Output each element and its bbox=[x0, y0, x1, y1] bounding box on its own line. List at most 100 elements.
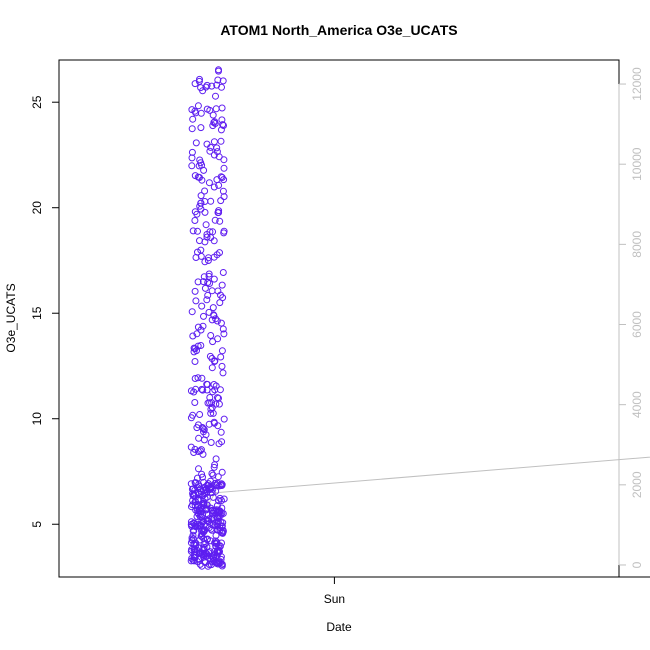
data-point bbox=[193, 330, 201, 338]
data-point bbox=[212, 542, 220, 550]
data-point bbox=[198, 470, 206, 478]
data-point bbox=[218, 468, 226, 476]
data-point bbox=[209, 493, 217, 501]
data-point bbox=[191, 358, 199, 365]
data-point bbox=[199, 322, 207, 330]
data-point bbox=[191, 375, 199, 382]
left-y-tick-label: 5 bbox=[30, 521, 44, 528]
data-point bbox=[212, 559, 220, 567]
data-point bbox=[210, 381, 218, 388]
data-point bbox=[210, 311, 218, 319]
y-axis-label: O3e_UCATS bbox=[4, 283, 18, 352]
data-point bbox=[201, 208, 209, 216]
data-point bbox=[220, 330, 228, 338]
data-point bbox=[218, 347, 226, 355]
data-point bbox=[217, 353, 225, 361]
data-point bbox=[203, 140, 211, 148]
data-point bbox=[216, 299, 224, 307]
left-y-tick-label: 10 bbox=[30, 412, 44, 426]
data-point bbox=[194, 488, 202, 496]
altitude-line bbox=[205, 456, 650, 510]
data-point bbox=[209, 509, 217, 517]
data-point bbox=[189, 527, 197, 535]
data-point bbox=[219, 369, 227, 377]
data-point bbox=[196, 536, 204, 544]
data-point bbox=[190, 540, 198, 548]
data-point bbox=[207, 405, 215, 413]
data-point bbox=[194, 496, 202, 504]
data-point bbox=[218, 104, 226, 112]
data-point bbox=[192, 498, 200, 506]
right-y-tick-label: 6000 bbox=[630, 311, 644, 338]
data-point bbox=[204, 291, 212, 299]
data-point bbox=[203, 233, 211, 241]
data-point bbox=[206, 280, 213, 287]
data-point bbox=[206, 352, 214, 360]
data-point bbox=[203, 296, 211, 304]
data-point bbox=[214, 508, 222, 516]
data-point bbox=[196, 447, 204, 455]
data-point bbox=[217, 197, 225, 205]
data-point bbox=[210, 183, 218, 191]
data-point bbox=[198, 562, 206, 570]
data-point bbox=[208, 470, 216, 477]
data-point bbox=[216, 217, 224, 225]
data-point bbox=[195, 434, 203, 442]
data-point bbox=[200, 312, 207, 320]
data-point bbox=[210, 119, 218, 126]
data-point bbox=[200, 527, 208, 535]
data-point bbox=[192, 139, 200, 147]
left-y-axis: 5 10 15 20 25 bbox=[30, 95, 60, 528]
data-point bbox=[199, 386, 207, 394]
data-point bbox=[197, 326, 205, 334]
data-point bbox=[205, 515, 213, 523]
data-point bbox=[189, 332, 197, 340]
data-point bbox=[219, 121, 227, 129]
data-point bbox=[205, 272, 213, 280]
plot-frame bbox=[58, 59, 620, 578]
data-point bbox=[219, 77, 227, 85]
data-point bbox=[197, 199, 205, 207]
data-point bbox=[197, 192, 205, 200]
data-point bbox=[216, 494, 224, 502]
data-point bbox=[212, 105, 220, 113]
data-point bbox=[215, 67, 222, 75]
data-point bbox=[188, 125, 196, 133]
data-point bbox=[214, 479, 222, 487]
data-point bbox=[205, 524, 213, 532]
data-point bbox=[188, 154, 196, 162]
data-point bbox=[197, 109, 205, 117]
data-point bbox=[188, 162, 196, 170]
data-point bbox=[209, 304, 217, 312]
data-point bbox=[191, 522, 199, 530]
data-point bbox=[187, 443, 195, 451]
data-point bbox=[214, 473, 222, 481]
data-point bbox=[220, 229, 228, 237]
plot-area bbox=[58, 59, 620, 578]
data-point bbox=[201, 198, 209, 205]
data-point bbox=[200, 166, 208, 174]
right-y-tick-label: 2000 bbox=[630, 471, 644, 498]
data-point bbox=[209, 122, 217, 130]
data-point bbox=[216, 542, 224, 550]
data-point bbox=[189, 492, 197, 500]
data-point bbox=[203, 501, 211, 509]
data-point bbox=[201, 187, 209, 195]
data-point bbox=[207, 143, 215, 151]
data-point bbox=[212, 522, 220, 529]
data-point bbox=[194, 474, 201, 482]
data-point bbox=[208, 514, 216, 522]
data-point bbox=[195, 465, 202, 473]
data-point bbox=[208, 316, 216, 324]
points-layer bbox=[187, 66, 228, 570]
right-y-tick-label: 10000 bbox=[630, 147, 644, 181]
data-point bbox=[198, 517, 206, 525]
data-point bbox=[211, 216, 219, 224]
data-point bbox=[193, 347, 200, 355]
data-point bbox=[217, 553, 225, 561]
data-point bbox=[199, 425, 207, 433]
data-point bbox=[194, 173, 202, 181]
right-y-axis: 0 2000 4000 6000 8000 10000 12000 bbox=[618, 67, 644, 568]
data-point bbox=[219, 526, 227, 534]
right-y-tick-label: 0 bbox=[630, 561, 644, 568]
